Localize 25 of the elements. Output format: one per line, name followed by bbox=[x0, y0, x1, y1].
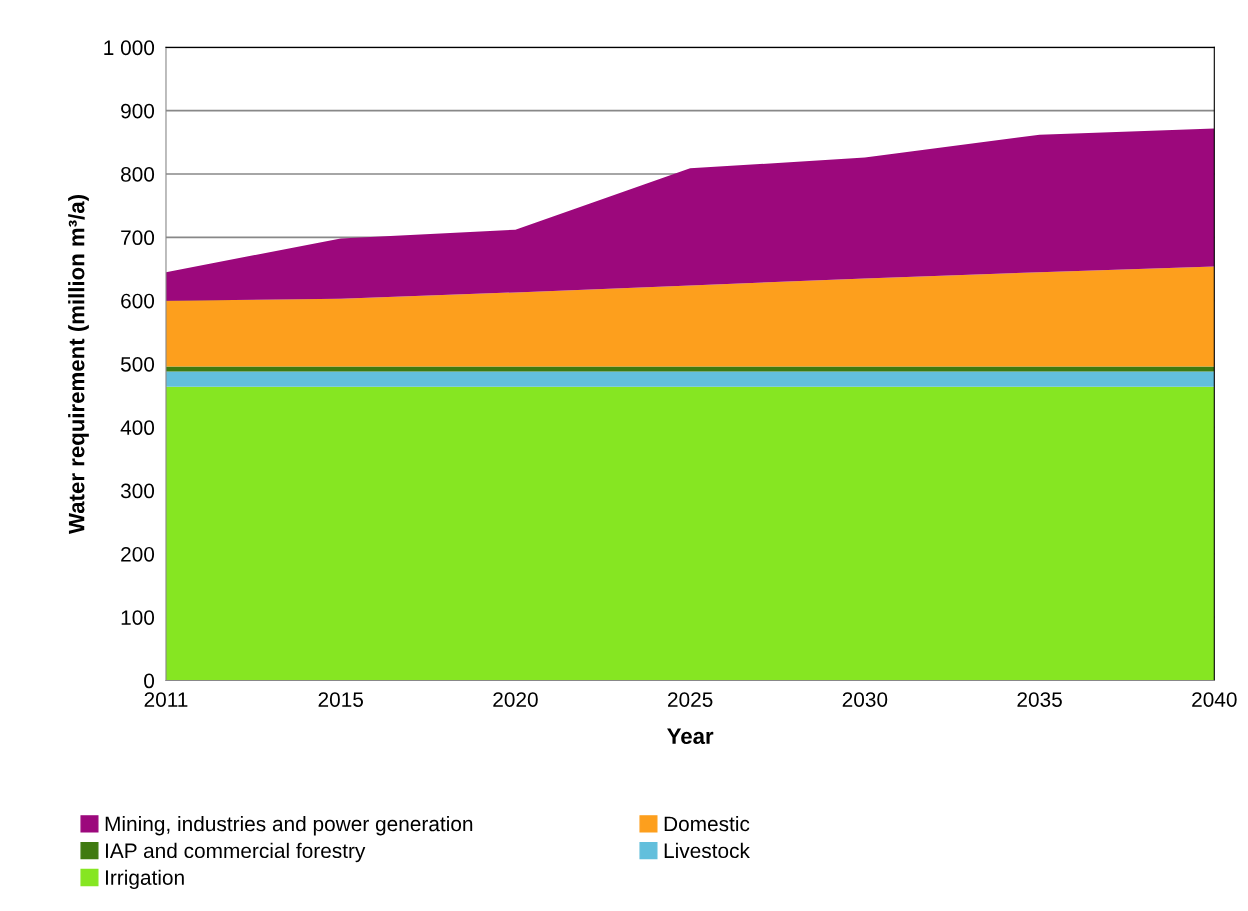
y-tick-label: 400 bbox=[120, 420, 155, 436]
y-tick-label: 1 000 bbox=[104, 40, 155, 56]
legend-label: Domestic bbox=[664, 815, 750, 832]
y-tick-label: 0 bbox=[144, 673, 155, 689]
legend-label: Livestock bbox=[664, 842, 750, 859]
y-tick-label: 600 bbox=[121, 293, 155, 309]
y-axis-title: Water requirement (million m³/a) bbox=[68, 195, 89, 534]
legend-label: Mining, industries and power generation bbox=[105, 815, 473, 836]
y-tick-label: 900 bbox=[121, 103, 155, 119]
x-tick-label: 2020 bbox=[493, 692, 538, 707]
y-tick-label: 500 bbox=[120, 356, 155, 372]
y-tick-label: 200 bbox=[121, 546, 155, 562]
y-tick-label: 300 bbox=[120, 483, 155, 499]
x-tick-label: 2040 bbox=[1192, 692, 1237, 707]
legend-label: IAP and commercial forestry bbox=[105, 842, 366, 863]
y-tick-label: 700 bbox=[121, 230, 155, 246]
x-tick-label: 2030 bbox=[842, 692, 888, 707]
x-tick-label: 2025 bbox=[668, 692, 713, 707]
x-tick-label: 2035 bbox=[1017, 692, 1062, 707]
x-tick-label: 2011 bbox=[144, 692, 188, 707]
x-axis-title: Year bbox=[667, 728, 714, 745]
x-tick-label: 2015 bbox=[318, 692, 364, 707]
y-tick-label: 800 bbox=[121, 167, 155, 182]
y-tick-label: 100 bbox=[121, 610, 155, 625]
legend-label: Irrigation bbox=[105, 869, 184, 890]
